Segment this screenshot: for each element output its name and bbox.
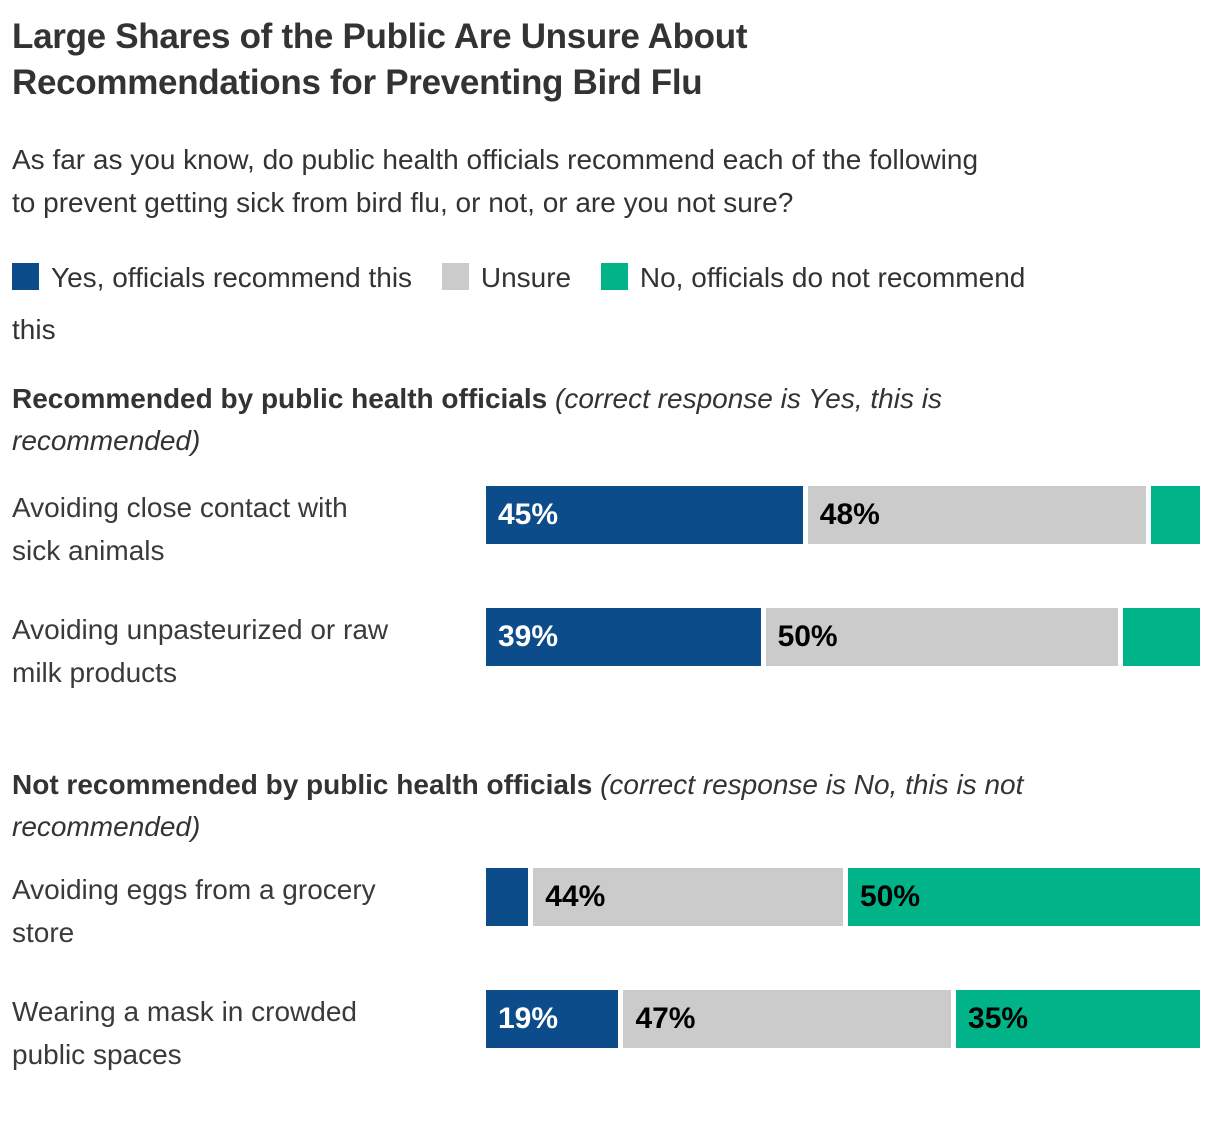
chart-title-line2: Recommendations for Preventing Bird Flu	[12, 63, 703, 102]
bar-segment-no	[1122, 608, 1200, 666]
bar-segment-yes: 45%	[486, 486, 803, 544]
chart-row-raw-milk: Avoiding unpasteurized or raw milk produ…	[12, 608, 1200, 694]
stacked-bar: 19% 47% 35%	[486, 990, 1200, 1048]
legend-label-yes: Yes, officials recommend this	[51, 262, 413, 293]
bar-value-label: 47%	[635, 1002, 696, 1035]
bar-value-label: 45%	[498, 498, 559, 531]
bar-value-label: 44%	[545, 880, 606, 913]
section-heading-bold: Not recommended by public health officia…	[12, 769, 601, 800]
section-heading-italic-line2: recommended)	[12, 425, 201, 456]
category-label: Avoiding eggs from a grocery store	[12, 874, 376, 948]
bar-segment-yes: 19%	[486, 990, 619, 1048]
section-heading-italic: (correct response is No, this is not	[600, 769, 1024, 800]
bar-segment-yes	[486, 868, 529, 926]
category-label: Wearing a mask in crowded public spaces	[12, 996, 357, 1070]
section-recommended: Recommended by public health officials (…	[12, 378, 1200, 694]
chart-subtitle: As far as you know, do public health off…	[12, 138, 1200, 224]
bar-value-label: 39%	[498, 620, 559, 653]
stacked-bar: 44% 50%	[486, 868, 1200, 926]
bar-value-label: 19%	[498, 1002, 559, 1035]
stacked-bar: 45% 48%	[486, 486, 1200, 544]
chart-title-line1: Large Shares of the Public Are Unsure Ab…	[12, 17, 748, 56]
bar-segment-yes: 39%	[486, 608, 761, 666]
bar-segment-unsure: 50%	[765, 608, 1118, 666]
section-heading-not-recommended: Not recommended by public health officia…	[12, 764, 1200, 848]
bar-segment-unsure: 48%	[807, 486, 1146, 544]
chart-row-grocery-eggs: Avoiding eggs from a grocery store 44% 5…	[12, 868, 1200, 954]
chart-subtitle-line1: As far as you know, do public health off…	[12, 144, 979, 175]
stacked-bar: 39% 50%	[486, 608, 1200, 666]
chart-row-sick-animals: Avoiding close contact with sick animals…	[12, 486, 1200, 572]
chart-subtitle-line2: to prevent getting sick from bird flu, o…	[12, 187, 794, 218]
bar-segment-unsure: 44%	[533, 868, 843, 926]
chart-title: Large Shares of the Public Are Unsure Ab…	[12, 14, 1200, 106]
legend-label-no-wrap: this	[12, 314, 56, 345]
bar-value-label: 50%	[860, 880, 921, 913]
bar-segment-no: 50%	[848, 868, 1200, 926]
legend: Yes, officials recommend this Unsure No,…	[12, 252, 1200, 356]
bar-value-label: 48%	[819, 498, 880, 531]
legend-swatch-no	[600, 263, 628, 290]
chart-row-mask: Wearing a mask in crowded public spaces …	[12, 990, 1200, 1076]
section-heading-recommended: Recommended by public health officials (…	[12, 378, 1200, 462]
legend-swatch-yes	[12, 263, 39, 290]
section-not-recommended: Not recommended by public health officia…	[12, 764, 1200, 1076]
bar-segment-unsure: 47%	[623, 990, 952, 1048]
legend-label-no: No, officials do not recommend	[639, 262, 1026, 293]
bar-value-label: 35%	[968, 1002, 1029, 1035]
legend-label-unsure: Unsure	[480, 262, 572, 293]
bar-value-label: 50%	[777, 620, 838, 653]
category-label: Avoiding unpasteurized or raw milk produ…	[12, 614, 389, 688]
section-heading-italic-line2: recommended)	[12, 811, 201, 842]
legend-swatch-unsure	[441, 263, 469, 290]
section-heading-italic: (correct response is Yes, this is	[555, 383, 942, 414]
bar-segment-no	[1150, 486, 1200, 544]
bar-segment-no: 35%	[956, 990, 1200, 1048]
category-label: Avoiding close contact with sick animals	[12, 492, 348, 566]
section-heading-bold: Recommended by public health officials	[12, 383, 555, 414]
